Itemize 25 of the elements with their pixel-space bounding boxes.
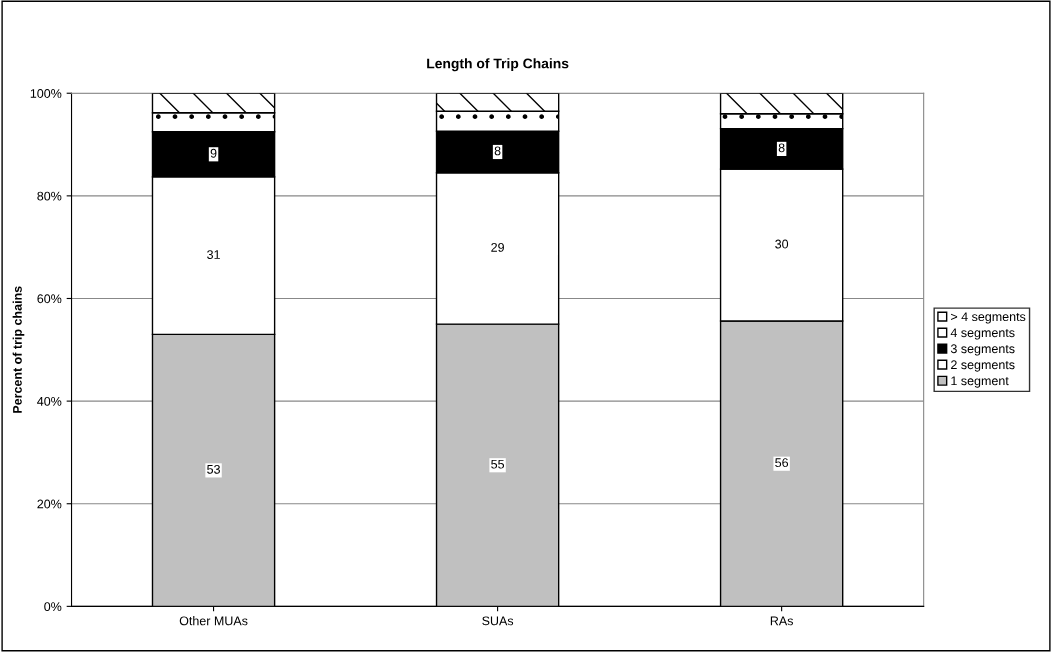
chart-title: Length of Trip Chains: [427, 58, 569, 72]
data-label: 31: [207, 250, 220, 259]
data-label: 55: [491, 459, 505, 469]
data-label: 29: [491, 242, 504, 252]
data-label: 9: [210, 148, 217, 158]
legend-label: 2 segments: [951, 360, 1015, 372]
data-label: 8: [778, 143, 785, 153]
y-tick-label: 0%: [44, 602, 62, 612]
legend-label: 3 segments: [950, 344, 1015, 356]
data-label: 8: [494, 146, 501, 156]
y-tick-label: 40%: [37, 396, 62, 406]
y-tick-label: 20%: [37, 499, 62, 509]
x-tick-label: Other MUAs: [179, 616, 248, 626]
legend-label: 4 segments: [950, 328, 1015, 340]
y-tick-label: 100%: [30, 89, 62, 98]
y-axis-title: Percent of trip chains: [12, 286, 25, 413]
data-label: 30: [775, 239, 789, 249]
y-tick-label: 60%: [37, 294, 62, 304]
legend-label: > 4 segments: [951, 312, 1026, 324]
legend-label: 1 segment: [951, 376, 1009, 388]
x-tick-label: SUAs: [482, 616, 514, 626]
data-label: 56: [775, 458, 789, 468]
y-tick-label: 80%: [37, 191, 62, 201]
x-tick-label: RAs: [770, 616, 793, 626]
data-label: 53: [207, 464, 220, 474]
